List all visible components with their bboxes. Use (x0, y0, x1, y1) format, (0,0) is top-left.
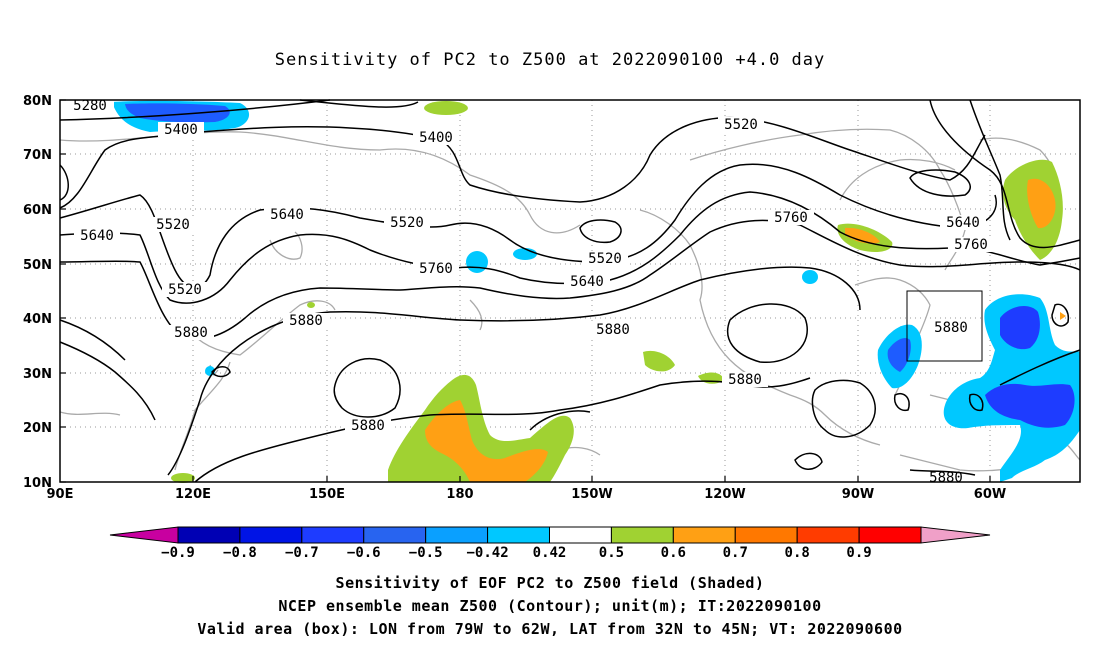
colorbar-labels: −0.9 −0.8 −0.7 −0.6 −0.5 −0.42 0.42 0.5 0.6 0.7 0.… (161, 545, 872, 561)
shading (112, 100, 1080, 483)
page-title: Sensitivity of PC2 to Z500 at 2022090100… (274, 50, 826, 70)
contour-label-group: 5280 5400 5400 5520 5520 5520 5520 5520 … (68, 98, 994, 486)
contour-label: 5640 (270, 207, 304, 223)
lat-label: 50N (23, 258, 52, 273)
lon-label: 60W (974, 487, 1006, 502)
colorbar-tick-label: −0.42 (467, 545, 509, 561)
colorbar-cell (734, 526, 798, 544)
lon-label: 120E (175, 487, 211, 502)
shade-negative-atlantic-core (1000, 306, 1040, 350)
shade-positive-small (307, 302, 315, 308)
contour-label: 5760 (419, 261, 453, 277)
shade-negative-america (802, 270, 818, 284)
contour-label: 5400 (164, 122, 198, 138)
colorbar-cell (487, 526, 551, 544)
shade-negative-north-core (125, 103, 230, 123)
contour-label: 5520 (588, 251, 622, 267)
contour-label: 5640 (570, 274, 604, 290)
colorbar-tick-label: −0.6 (347, 545, 381, 561)
contour-label: 5520 (390, 215, 424, 231)
plot-frame (59, 99, 1081, 483)
colorbar-low-arrow (109, 526, 179, 544)
contour-label: 5520 (724, 117, 758, 133)
shade-negative-atlantic-core-2 (985, 383, 1075, 428)
lat-label: 70N (23, 148, 52, 163)
shade-positive-central-pacific-core (425, 400, 548, 482)
lat-label: 60N (23, 203, 52, 218)
caption-line-1: Sensitivity of EOF PC2 to Z500 field (Sh… (335, 574, 765, 592)
colorbar: −0.9 −0.8 −0.7 −0.6 −0.5 −0.42 0.42 0.5 0.6 0.7 0.… (109, 526, 991, 561)
contour-label: 5280 (73, 98, 107, 114)
shade-negative-eastcoast-core (887, 338, 911, 372)
colorbar-tick-label: −0.8 (223, 545, 257, 561)
contour-label: 5880 (934, 320, 968, 336)
colorbar-tick-label: −0.5 (409, 545, 443, 561)
colorbar-tick-label: 0.9 (846, 545, 871, 561)
lat-label: 40N (23, 312, 52, 327)
colorbar-tick-label: 0.5 (599, 545, 624, 561)
lon-label: 90W (842, 487, 874, 502)
lat-label: 80N (23, 94, 52, 109)
colorbar-cell (672, 526, 736, 544)
axis-ticks (60, 99, 991, 483)
colorbar-tick-label: −0.7 (285, 545, 319, 561)
contour-label: 5760 (954, 237, 988, 253)
colorbar-cell (796, 526, 860, 544)
colorbar-cell (301, 526, 365, 544)
colorbar-cell (177, 526, 241, 544)
colorbar-tick-label: 0.8 (785, 545, 810, 561)
contour-label: 5640 (946, 215, 980, 231)
colorbar-cells (177, 526, 922, 544)
colorbar-tick-label: −0.9 (161, 545, 195, 561)
contour-label: 5760 (774, 210, 808, 226)
contour-label: 5880 (289, 313, 323, 329)
colorbar-cell (363, 526, 427, 544)
contour-label: 5880 (596, 322, 630, 338)
shade-negative-pacific-2 (513, 248, 537, 260)
colorbar-tick-label: 0.6 (661, 545, 686, 561)
lat-label: 20N (23, 421, 52, 436)
lat-labels: 80N 70N 60N 50N 40N 30N 20N 10N (23, 94, 52, 491)
shade-positive-greenland-core (1027, 178, 1056, 229)
caption-line-2: NCEP ensemble mean Z500 (Contour); unit(… (278, 597, 822, 615)
colorbar-cell (425, 526, 489, 544)
lon-label: 120W (704, 487, 745, 502)
contour-label: 5880 (728, 372, 762, 388)
lat-label: 10N (23, 476, 52, 491)
shade-positive-canada-core (845, 227, 880, 244)
contour-label: 5520 (156, 217, 190, 233)
shade-positive-north (424, 101, 468, 115)
colorbar-tick-label: 0.7 (723, 545, 748, 561)
contour-label: 5640 (80, 228, 114, 244)
colorbar-cell (858, 526, 922, 544)
caption-line-3: Valid area (box): LON from 79W to 62W, L… (197, 620, 903, 638)
contour-label: 5880 (174, 325, 208, 341)
colorbar-cell (610, 526, 674, 544)
shade-positive-southwest (171, 473, 195, 483)
shade-positive-atlantic-dot (1060, 312, 1066, 320)
lon-label: 150W (571, 487, 612, 502)
contour-label: 5520 (168, 282, 202, 298)
lat-label: 30N (23, 367, 52, 382)
valid-area-box (906, 290, 983, 362)
colorbar-high-arrow (920, 526, 991, 544)
colorbar-cell (549, 526, 612, 544)
lon-label: 150E (309, 487, 345, 502)
contour-label: 5400 (419, 130, 453, 146)
contour-label: 5880 (351, 418, 385, 434)
shade-positive-pacific-1 (643, 350, 675, 372)
colorbar-tick-label: 0.42 (533, 545, 567, 561)
colorbar-cell (239, 526, 303, 544)
lon-label: 180 (446, 487, 473, 502)
contour-label-partial: 5880 (929, 470, 963, 486)
lon-labels: 90E 120E 150E 180 150W 120W 90W 60W (47, 487, 1007, 502)
shade-negative-pacific-1 (466, 251, 488, 273)
lon-label: 90E (47, 487, 74, 502)
